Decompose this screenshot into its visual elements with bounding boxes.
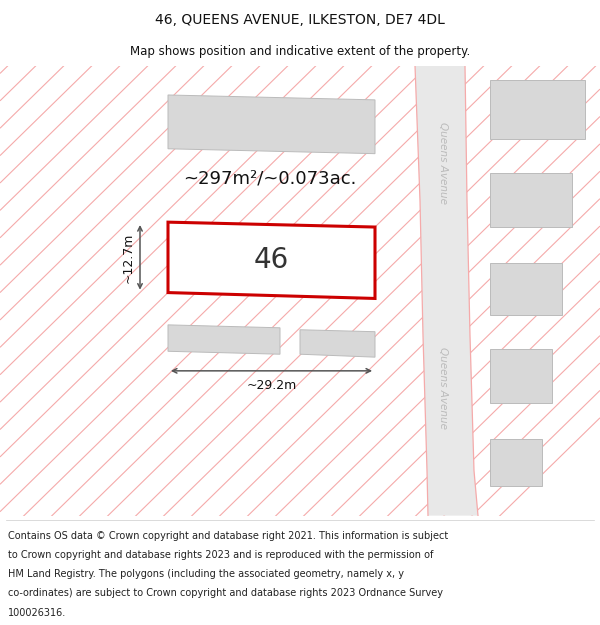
Text: 46: 46 (254, 246, 289, 274)
Polygon shape (168, 95, 375, 154)
Text: ~29.2m: ~29.2m (247, 379, 296, 392)
Text: HM Land Registry. The polygons (including the associated geometry, namely x, y: HM Land Registry. The polygons (includin… (8, 569, 404, 579)
Text: 100026316.: 100026316. (8, 608, 66, 618)
Text: Queens Avenue: Queens Avenue (438, 122, 448, 204)
Polygon shape (490, 349, 552, 403)
Text: Contains OS data © Crown copyright and database right 2021. This information is : Contains OS data © Crown copyright and d… (8, 531, 448, 541)
Text: ~12.7m: ~12.7m (122, 232, 135, 282)
Polygon shape (300, 330, 375, 357)
Text: 46, QUEENS AVENUE, ILKESTON, DE7 4DL: 46, QUEENS AVENUE, ILKESTON, DE7 4DL (155, 12, 445, 27)
Polygon shape (490, 263, 562, 315)
Text: co-ordinates) are subject to Crown copyright and database rights 2023 Ordnance S: co-ordinates) are subject to Crown copyr… (8, 588, 443, 598)
Text: to Crown copyright and database rights 2023 and is reproduced with the permissio: to Crown copyright and database rights 2… (8, 550, 433, 560)
Text: Queens Avenue: Queens Avenue (438, 348, 448, 429)
Polygon shape (168, 325, 280, 354)
Polygon shape (415, 66, 478, 516)
Polygon shape (490, 173, 572, 227)
Polygon shape (490, 80, 585, 139)
Text: Map shows position and indicative extent of the property.: Map shows position and indicative extent… (130, 45, 470, 58)
Text: ~297m²/~0.073ac.: ~297m²/~0.073ac. (184, 169, 356, 187)
Polygon shape (168, 222, 375, 299)
Polygon shape (490, 439, 542, 486)
